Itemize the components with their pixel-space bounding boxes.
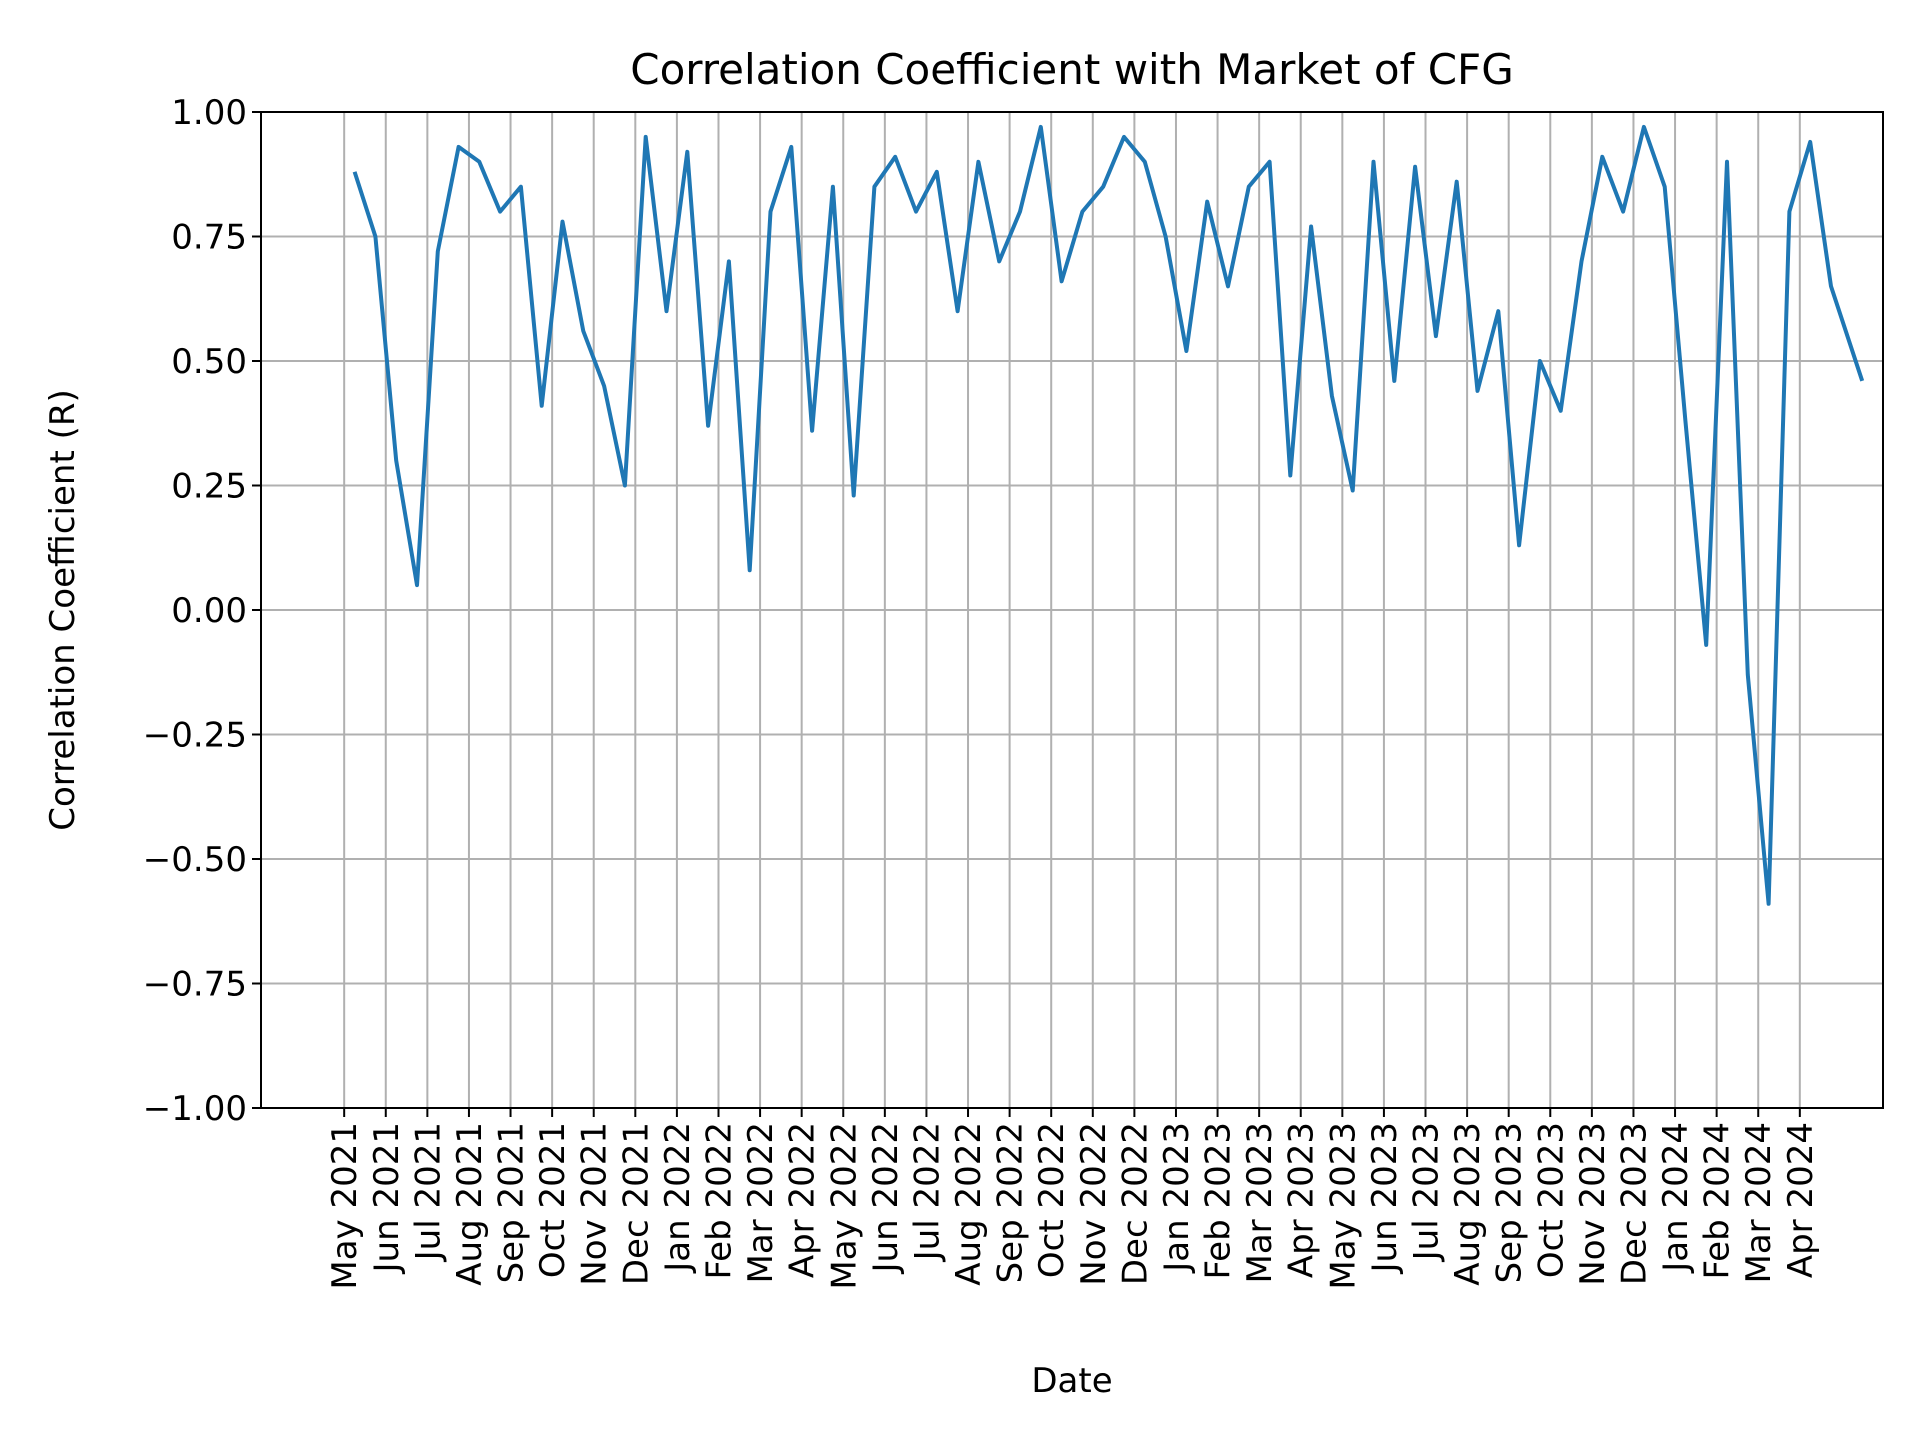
x-tick-label: Jul 2022 (907, 1122, 947, 1262)
x-tick-label: Oct 2023 (1531, 1122, 1571, 1278)
data-line (352, 124, 1865, 906)
y-tick-label: −0.50 (143, 840, 247, 880)
x-tick-label: Jan 2023 (1157, 1122, 1197, 1274)
x-tick-label: Apr 2024 (1781, 1122, 1821, 1278)
x-tick-label: Jan 2024 (1656, 1122, 1696, 1274)
x-tick-label: May 2023 (1323, 1122, 1363, 1290)
x-axis-label: Date (1031, 1361, 1112, 1401)
x-tick-label: Oct 2021 (533, 1122, 573, 1278)
x-tick-label: Jan 2022 (658, 1122, 698, 1274)
x-tick-label: Jun 2023 (1365, 1122, 1405, 1274)
plot-frame (260, 111, 1884, 1109)
y-tick-label: 0.50 (171, 342, 247, 382)
x-tick-label: Jul 2023 (1407, 1122, 1447, 1262)
x-tick-label: Nov 2022 (1074, 1122, 1114, 1286)
x-tick-label: Apr 2023 (1282, 1122, 1322, 1278)
x-tick-label: Jun 2022 (866, 1122, 906, 1274)
y-tick-label: −0.25 (143, 716, 247, 756)
y-tick-label: 1.00 (171, 93, 247, 133)
x-tick-label: Nov 2023 (1573, 1122, 1613, 1286)
x-tick-label: Sep 2021 (492, 1122, 532, 1283)
x-tick-label: Feb 2022 (699, 1122, 739, 1280)
x-tick-label: Sep 2022 (991, 1122, 1031, 1283)
x-tick-label: Dec 2023 (1614, 1122, 1654, 1285)
x-tick-label: Nov 2021 (575, 1122, 615, 1286)
x-tick-label: Mar 2022 (741, 1122, 781, 1283)
x-tick-label: Feb 2024 (1698, 1122, 1738, 1280)
y-tick-label: −0.75 (143, 965, 247, 1005)
x-tick-label: Dec 2022 (1115, 1122, 1155, 1285)
chart-title: Correlation Coefficient with Market of C… (630, 45, 1514, 94)
x-tick-label: Jul 2021 (408, 1122, 448, 1262)
y-tick-label: −1.00 (143, 1089, 247, 1129)
y-tick-label: 0.00 (171, 591, 247, 631)
x-tick-label: Mar 2024 (1739, 1122, 1779, 1283)
x-tick-label: May 2021 (325, 1122, 365, 1290)
y-tick-label: 0.25 (171, 467, 247, 507)
x-tick-label: Jun 2021 (367, 1122, 407, 1274)
x-tick-label: Feb 2023 (1199, 1122, 1239, 1280)
x-tick-label: Aug 2022 (949, 1122, 989, 1286)
x-tick-label: Oct 2022 (1032, 1122, 1072, 1278)
x-tick-label: Apr 2022 (783, 1122, 823, 1278)
x-tick-label: Aug 2023 (1448, 1122, 1488, 1286)
x-tick-label: Mar 2023 (1240, 1122, 1280, 1283)
x-tick-label: May 2022 (824, 1122, 864, 1290)
x-tick-label: Aug 2021 (450, 1122, 490, 1286)
y-tick-label: 0.75 (171, 218, 247, 258)
x-tick-label: Sep 2023 (1490, 1122, 1530, 1283)
y-axis-label: Correlation Coefficient (R) (43, 389, 83, 831)
x-tick-label: Dec 2021 (616, 1122, 656, 1285)
